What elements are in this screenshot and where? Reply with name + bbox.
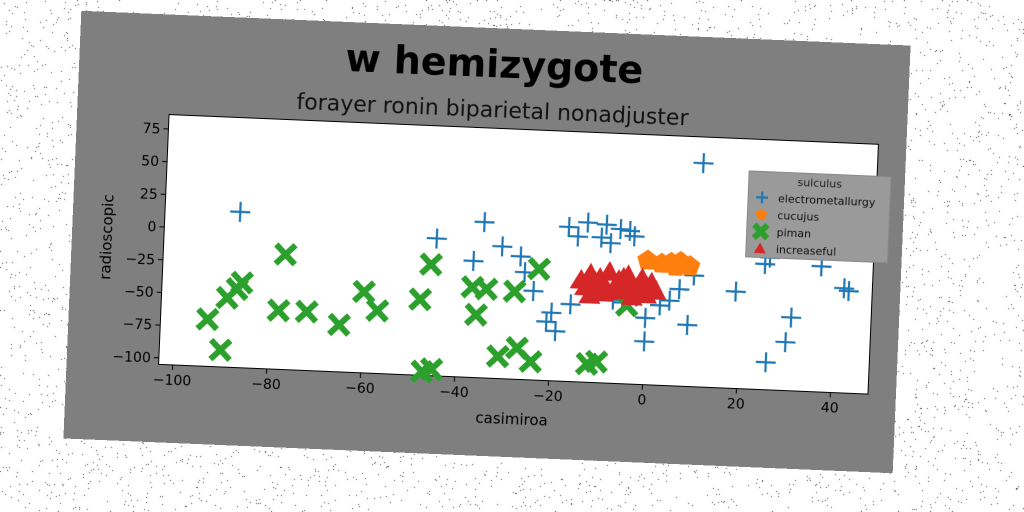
- electrometallurgy-point: [834, 278, 855, 299]
- chart-figure: w hemizygote forayer ronin biparietal no…: [63, 10, 911, 474]
- electrometallurgy-point: [677, 314, 698, 335]
- x-tick-label: −100: [152, 372, 191, 390]
- electrometallurgy-point: [775, 332, 796, 353]
- piman-point: [273, 242, 298, 267]
- piman-point: [365, 298, 390, 323]
- series-increaseful: [569, 260, 667, 306]
- electrometallurgy-point: [596, 214, 617, 235]
- x-tick-label: −60: [345, 380, 375, 397]
- x-tick-label: −20: [533, 388, 563, 405]
- piman-point: [327, 312, 352, 337]
- series-cucujus: [637, 249, 701, 276]
- piman-point: [463, 302, 489, 327]
- y-axis-label: radioscopic: [96, 194, 118, 280]
- y-tick-label: 0: [147, 219, 157, 235]
- piman-point: [418, 252, 444, 277]
- cucujus-point: [665, 255, 687, 276]
- legend-title: sulculus: [797, 176, 842, 191]
- electrometallurgy-point: [591, 227, 612, 248]
- increaseful-point: [634, 283, 657, 304]
- increaseful-point: [612, 266, 635, 287]
- y-tick-label: −50: [124, 284, 154, 301]
- legend-label-piman: piman: [776, 226, 811, 240]
- legend-box: [745, 170, 892, 264]
- x-tick-label: 40: [820, 400, 838, 417]
- x-tick-label: 0: [637, 392, 647, 408]
- legend-marker-increaseful: [753, 242, 766, 254]
- piman-point: [502, 279, 527, 304]
- electrometallurgy-point: [559, 216, 580, 238]
- y-tick-label: −25: [125, 251, 155, 268]
- piman-point: [584, 349, 609, 374]
- electrometallurgy-point: [781, 307, 802, 328]
- electrometallurgy-point: [725, 281, 746, 302]
- piman-point: [195, 307, 220, 332]
- piman-point: [351, 279, 377, 304]
- scatter-plot: −100 −80 −60 −40 −20 0 20 40 75 50 25 0 −25 −50 −75 −10…: [96, 114, 892, 430]
- electrometallurgy-point: [492, 236, 513, 257]
- increaseful-point: [598, 260, 621, 282]
- x-tick-label: 20: [727, 396, 745, 413]
- electrometallurgy-point: [578, 212, 599, 233]
- piman-point: [208, 337, 233, 362]
- electrometallurgy-point: [635, 307, 656, 328]
- x-tick-label: −40: [439, 384, 469, 401]
- y-tick-label: 50: [141, 154, 159, 171]
- y-tick-label: 75: [142, 121, 160, 138]
- electrometallurgy-point: [755, 352, 776, 373]
- piman-point: [518, 349, 543, 374]
- piman-point: [419, 357, 444, 382]
- electrometallurgy-point: [536, 311, 557, 332]
- electrometallurgy-point: [600, 233, 621, 254]
- electrometallurgy-point: [560, 294, 581, 315]
- electrometallurgy-point: [463, 250, 484, 271]
- piman-point: [485, 344, 510, 369]
- electrometallurgy-point: [624, 226, 645, 247]
- electrometallurgy-point: [659, 290, 680, 311]
- electrometallurgy-point: [669, 279, 690, 300]
- y-tick-label: 25: [140, 186, 158, 203]
- piman-point: [294, 299, 319, 324]
- piman-point: [527, 256, 552, 281]
- legend-marker-electrometallurgy: [756, 191, 769, 204]
- legend-marker-cucujus: [755, 208, 768, 220]
- piman-point: [474, 276, 499, 302]
- electrometallurgy-point: [568, 226, 589, 247]
- electrometallurgy-point: [510, 246, 531, 267]
- electrometallurgy-point: [693, 153, 714, 174]
- legend-label-cucujus: cucujus: [777, 209, 820, 224]
- electrometallurgy-point: [545, 321, 566, 342]
- electrometallurgy-point: [426, 228, 447, 249]
- x-axis-label: casimiroa: [475, 409, 548, 430]
- piman-point: [408, 287, 433, 312]
- electrometallurgy-point: [838, 281, 859, 302]
- electrometallurgy-point: [523, 280, 544, 302]
- x-tick-label: −80: [251, 376, 281, 393]
- electrometallurgy-point: [610, 219, 631, 240]
- electrometallurgy-point: [620, 220, 641, 241]
- y-tick-label: −75: [122, 317, 152, 334]
- series-piman: [195, 242, 640, 384]
- cucujus-point: [679, 255, 701, 276]
- electrometallurgy-point: [474, 212, 495, 233]
- legend-label-increaseful: increaseful: [776, 243, 837, 259]
- increaseful-point: [606, 278, 629, 299]
- increaseful-point: [583, 270, 606, 292]
- y-tick-label: −100: [112, 349, 151, 367]
- piman-point: [229, 270, 255, 295]
- electrometallurgy-point: [634, 331, 655, 352]
- electrometallurgy-point: [541, 302, 562, 323]
- piman-point: [266, 298, 291, 323]
- electrometallurgy-point: [230, 201, 251, 222]
- legend-label-electrometallurgy: electrometallurgy: [778, 192, 876, 209]
- legend-marker-piman: [751, 222, 770, 241]
